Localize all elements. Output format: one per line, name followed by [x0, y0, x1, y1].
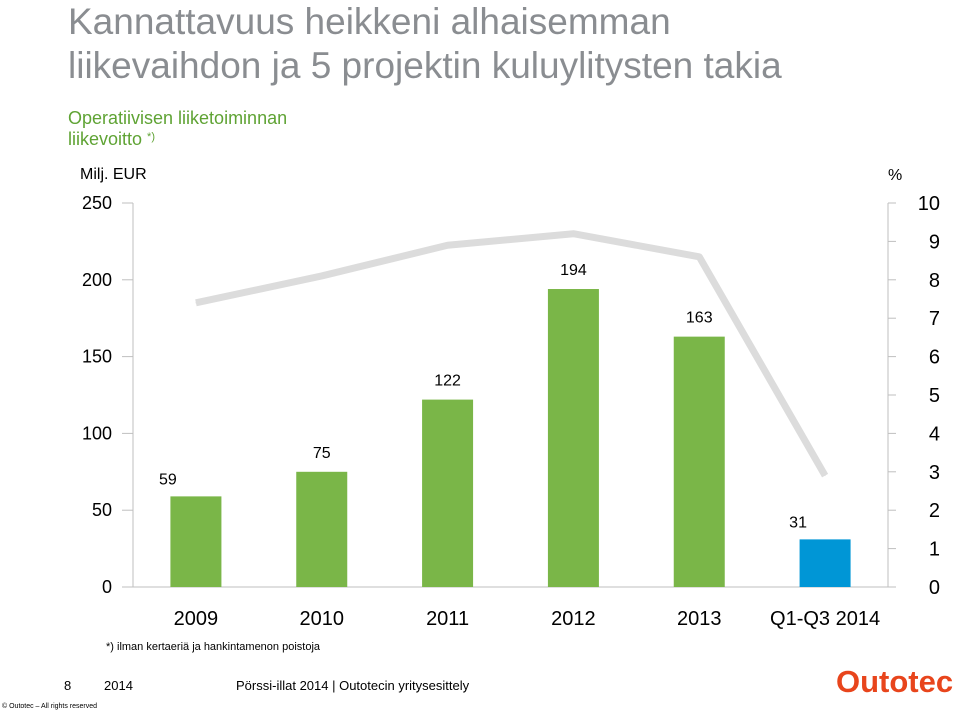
left-axis-tick-label: 50: [92, 500, 112, 520]
subtitle-line-1: Operatiivisen liiketoiminnan: [68, 108, 288, 128]
margin-line-point: [824, 475, 826, 477]
right-axis-tick-label: 8: [929, 270, 940, 292]
left-axis-tick-label: 150: [82, 347, 112, 367]
subtitle-note-marker: *): [147, 131, 155, 143]
left-axis-tick-label: 250: [82, 193, 112, 213]
copyright-notice: © Outotec – All rights reserved: [2, 703, 98, 710]
footnote: *) ilman kertaeriä ja hankintamenon pois…: [106, 641, 321, 653]
left-axis-tick-label: 100: [82, 423, 112, 443]
bar: [170, 496, 222, 587]
right-axis-tick-label: 9: [929, 231, 940, 253]
right-axis-tick-label: 1: [929, 539, 940, 561]
margin-line-point: [698, 256, 700, 258]
margin-line-point: [447, 244, 449, 246]
right-axis-tick-label: 5: [929, 385, 940, 407]
x-axis-category-label: 2013: [677, 608, 722, 630]
x-axis-category-label: Q1-Q3 2014: [770, 608, 880, 630]
right-axis-tick-label: 0: [929, 577, 940, 599]
bar: [296, 471, 348, 587]
left-axis-unit-label: Milj. EUR: [80, 166, 147, 183]
margin-line-point: [572, 233, 574, 235]
footer-text: Pörssi-illat 2014 | Outotecin yritysesit…: [236, 678, 470, 693]
bar-data-label: 194: [560, 262, 587, 279]
chart-subtitle: Operatiivisen liiketoiminnan liikevoitto…: [68, 108, 287, 150]
bar-data-label: 163: [686, 310, 713, 327]
bar: [673, 336, 725, 587]
x-axis-category-label: 2012: [551, 608, 596, 630]
right-axis-tick-label: 2: [929, 500, 940, 522]
bar: [547, 289, 599, 587]
x-axis-category-label: 2011: [426, 608, 469, 630]
bar: [422, 399, 474, 587]
title-line-1: Kannattavuus heikkeni alhaisemman: [68, 1, 671, 42]
right-axis-unit-label: %: [888, 167, 902, 184]
bar-data-label: 122: [434, 373, 461, 390]
margin-line-point: [321, 275, 323, 277]
bar-data-label: 59: [159, 471, 177, 488]
bar-data-label: 75: [313, 445, 331, 462]
x-axis-category-label: 2009: [174, 608, 219, 630]
page-number: 8: [64, 678, 72, 693]
bar: [799, 539, 851, 587]
x-axis-category-label: 2010: [300, 608, 345, 630]
right-axis-tick-label: 6: [929, 347, 940, 369]
right-axis-tick-label: 3: [929, 462, 940, 484]
right-axis-tick-label: 4: [929, 423, 940, 445]
right-axis-tick-label: 10: [918, 193, 940, 215]
margin-line: [195, 230, 829, 478]
slide-title: Kannattavuus heikkeni alhaisemman liikeva…: [68, 0, 948, 88]
outotec-logo: Outotec: [836, 664, 954, 699]
right-axis-tick-label: 7: [929, 308, 940, 330]
left-axis-tick-label: 200: [82, 270, 112, 290]
subtitle-line-2: liikevoitto: [68, 129, 143, 149]
left-axis-tick-label: 0: [102, 577, 112, 597]
slide-footer: 8 2014 Pörssi-illat 2014 | Outotecin yri…: [0, 664, 960, 712]
margin-line-point: [195, 302, 197, 304]
footer-year: 2014: [104, 678, 133, 693]
title-line-2: liikevaihdon ja 5 projektin kuluylityste…: [68, 45, 782, 86]
bar-data-label: 31: [789, 514, 807, 531]
